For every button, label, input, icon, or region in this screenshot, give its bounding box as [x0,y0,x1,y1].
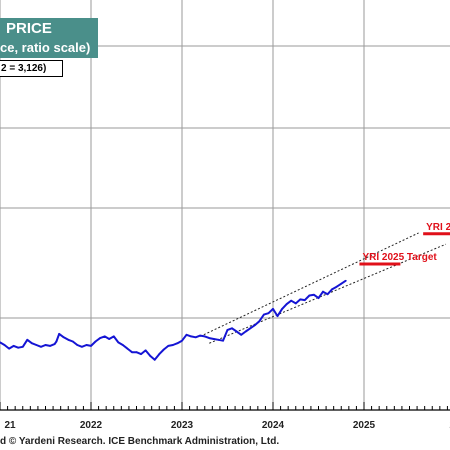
price-point [149,355,152,357]
price-point [326,293,329,296]
target-label-0: YRI 2025 Target [362,252,437,263]
price-point [285,303,288,305]
source-note: d © Yardeni Research. ICE Benchmark Admi… [0,436,280,447]
trend-channel [199,232,447,344]
price-point [199,334,202,337]
price-point [62,336,65,339]
price-point [94,340,97,343]
chart-title: PRICE [6,20,52,37]
price-point [194,336,197,339]
price-point [0,341,1,344]
price-point [53,343,56,346]
x-tick-label-1: 2022 [80,420,103,431]
price-point [181,339,183,342]
price-point [331,288,334,291]
price-point [140,353,142,355]
price-point [185,333,188,336]
price-point [235,330,238,333]
price-point [344,279,347,282]
price-point [135,351,138,354]
price-point [272,308,274,310]
x-tick-label-0: 21 [4,420,16,431]
price-point [299,298,302,301]
price-point [222,339,224,342]
target-label-1: YRI 2026 [426,222,450,233]
price-series [0,279,347,361]
price-point [12,344,15,347]
price-point [35,344,38,346]
price-point [217,338,220,341]
price-point [294,302,297,305]
price-point [67,338,70,341]
price-point [103,335,106,338]
price-point [99,337,101,340]
price-point [121,344,124,346]
price-point [190,335,193,338]
price-point [71,340,74,343]
price-point [162,348,165,351]
price-point [40,345,42,348]
x-axis-ticks: 21202220232024202520 [0,402,450,431]
x-tick-label-3: 2024 [262,420,285,431]
price-point [26,338,29,341]
price-point [17,346,20,349]
price-point [303,299,306,301]
price-point [30,342,33,345]
price-point [21,345,24,348]
price-point [81,345,83,348]
price-point [249,327,252,330]
channel-upper-line [199,232,419,337]
x-tick-label-4: 2025 [353,420,376,431]
price-point [126,347,129,350]
price-point [253,324,256,327]
price-point [58,333,61,335]
price-point [290,299,293,302]
price-point [144,349,147,352]
price-point [108,338,111,340]
price-point [172,344,174,346]
price-point [244,330,247,333]
price-point [340,282,343,285]
price-point [212,338,215,340]
price-point [267,312,270,315]
price-point [308,294,311,297]
price-point [240,333,243,336]
price-point [313,293,315,296]
price-point [276,315,279,317]
price-point [76,344,79,346]
target-markers: YRI 2025 Target YRI 2026 [359,222,450,266]
price-point [153,358,156,361]
chart-subtitle: ce, ratio scale) [0,40,91,55]
price-point [258,320,261,323]
price-point [158,353,161,355]
price-point [44,344,47,346]
price-point [317,297,320,299]
x-tick-label-2: 2023 [171,420,194,431]
chart-title-box: PRICE ce, ratio scale) [0,18,98,58]
price-point [3,344,6,346]
price-point [85,344,88,346]
chart-grid [0,0,450,410]
price-point [112,335,115,338]
price-point [322,290,324,293]
price-point [49,344,51,347]
price-point [263,313,265,316]
price-point [90,344,92,347]
price-point [117,341,120,344]
price-point [203,335,206,338]
price-point [231,327,233,330]
price-point [176,342,179,345]
price-point [335,285,338,288]
price-point [131,351,133,354]
price-point [8,347,10,350]
price-line-0 [0,279,347,361]
price-point [208,337,211,340]
price-point [226,328,229,331]
price-point [167,344,170,347]
latest-value-box: 2 = 3,126) [0,60,63,77]
price-point [281,308,283,310]
price-point [55,340,58,343]
